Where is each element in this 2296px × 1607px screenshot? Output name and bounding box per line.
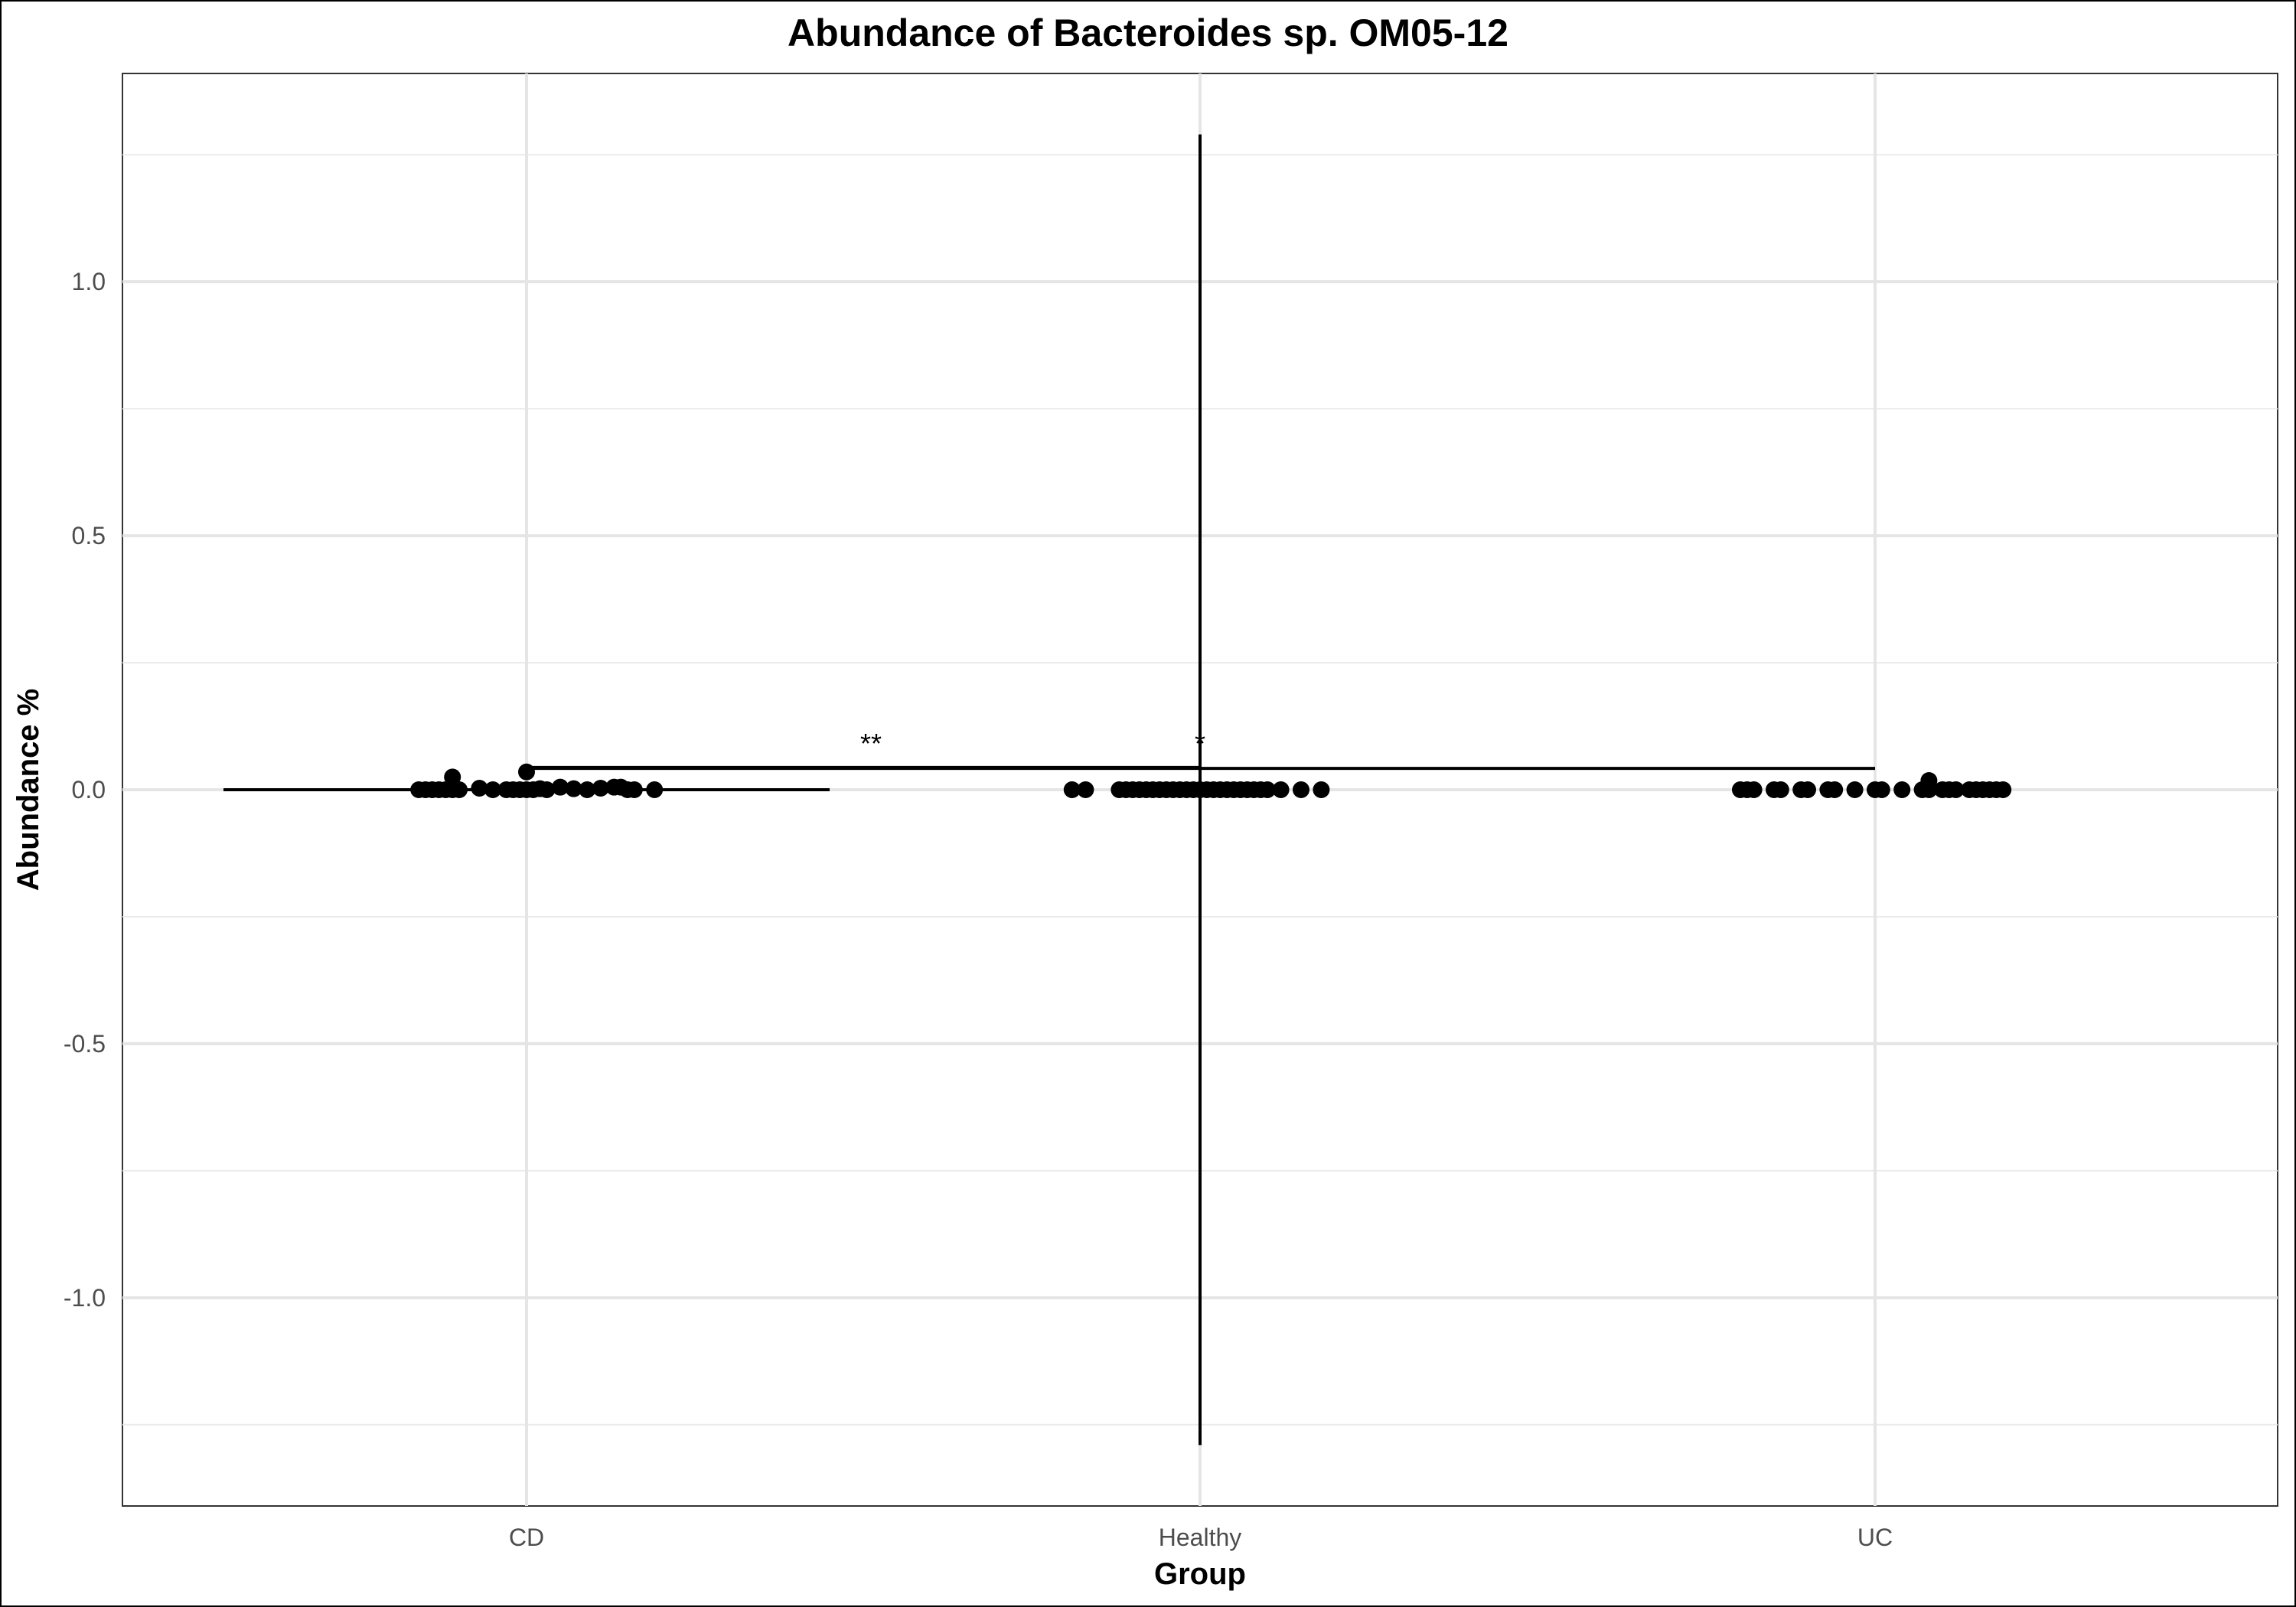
data-point-healthy <box>1293 781 1309 798</box>
data-point-uc <box>1873 781 1890 798</box>
data-point-cd <box>484 781 501 798</box>
x-tick-label: Healthy <box>1159 1524 1242 1551</box>
data-point-uc <box>1994 781 2012 798</box>
data-points <box>410 763 2012 798</box>
y-tick-label: -0.5 <box>64 1030 106 1058</box>
data-point-uc <box>1799 781 1816 798</box>
x-tick-labels: CD Healthy UC <box>509 1524 1893 1551</box>
data-point-cd <box>592 780 609 797</box>
significance-label: ** <box>860 728 882 759</box>
data-point-healthy <box>1313 781 1330 798</box>
data-point-healthy <box>1063 781 1081 798</box>
data-point-cd <box>444 768 461 786</box>
data-point-healthy <box>1272 781 1290 798</box>
y-tick-label: 1.0 <box>72 268 106 295</box>
data-point-cd <box>646 781 664 798</box>
x-tick-label: UC <box>1857 1524 1893 1551</box>
data-point-cd <box>579 781 596 798</box>
data-point-uc <box>1745 781 1763 798</box>
y-tick-label: 0.5 <box>72 522 106 549</box>
data-point-cd <box>451 781 468 798</box>
data-point-cd <box>471 780 488 797</box>
data-point-uc <box>1920 772 1938 790</box>
data-point-cd <box>625 781 643 798</box>
data-point-uc <box>1826 781 1844 798</box>
chart-title: Abundance of Bacteroides sp. OM05-12 <box>788 11 1508 54</box>
x-axis-title: Group <box>1154 1557 1246 1591</box>
data-point-cd <box>565 780 582 797</box>
data-point-cd <box>518 763 535 781</box>
data-point-healthy <box>1259 781 1276 798</box>
x-tick-label: CD <box>509 1524 544 1551</box>
data-point-uc <box>1772 781 1789 798</box>
data-point-uc <box>1846 781 1864 798</box>
data-point-cd <box>538 781 556 798</box>
data-point-uc <box>1947 781 1965 798</box>
data-point-uc <box>1893 781 1911 798</box>
y-tick-labels: -1.0 -0.5 0.0 0.5 1.0 <box>64 268 106 1312</box>
y-tick-label: 0.0 <box>72 776 106 804</box>
y-tick-label: -1.0 <box>64 1284 106 1312</box>
data-point-healthy <box>1077 781 1094 798</box>
significance-label: * <box>1195 728 1205 759</box>
data-point-cd <box>552 778 569 796</box>
y-axis-title: Abundance % <box>11 689 45 891</box>
significance-brackets: ** * <box>526 728 1875 777</box>
